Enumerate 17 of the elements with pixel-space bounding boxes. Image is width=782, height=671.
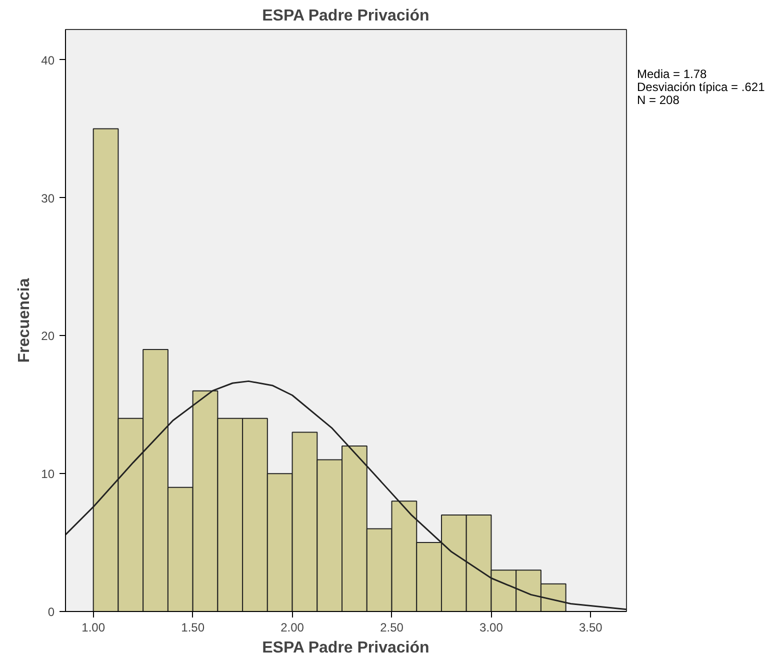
x-axis-title: ESPA Padre Privación xyxy=(262,640,430,656)
x-tick-label: 3.50 xyxy=(579,620,603,634)
y-tick-label: 20 xyxy=(41,329,55,344)
chart-title: ESPA Padre Privación xyxy=(262,8,430,24)
y-tick-label: 40 xyxy=(41,53,55,68)
text: Media = 1.78 xyxy=(637,67,707,81)
y-axis-title: Frecuencia xyxy=(16,278,34,363)
x-tick-label: 1.00 xyxy=(82,620,106,634)
y-tick-label: 0 xyxy=(48,605,55,619)
x-tick-label: 1.50 xyxy=(181,620,205,634)
text: N = 208 xyxy=(637,93,680,107)
y-tick-label: 30 xyxy=(41,191,55,206)
x-tick-label: 3.00 xyxy=(480,620,504,634)
x-tick-label: 2.50 xyxy=(380,620,404,634)
y-tick-label: 10 xyxy=(41,467,55,482)
text: Desviación típica = .621 xyxy=(637,80,765,94)
x-tick-label: 2.00 xyxy=(280,620,304,634)
